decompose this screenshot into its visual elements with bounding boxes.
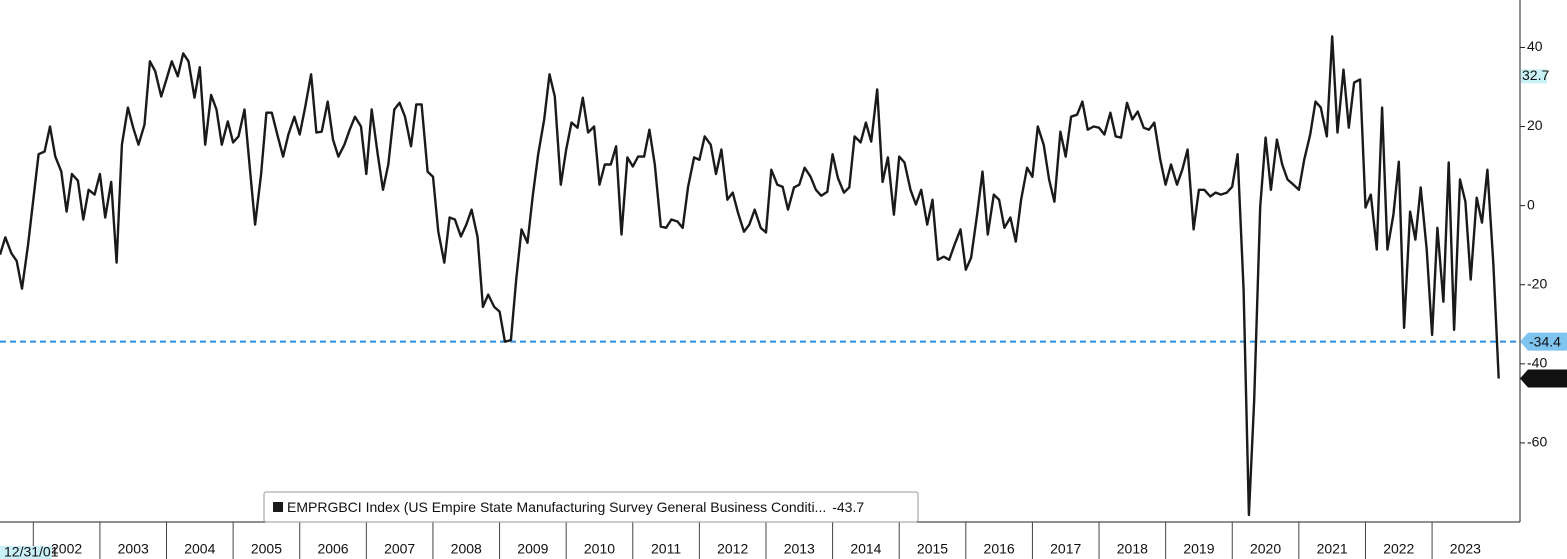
legend-value: -43.7 — [832, 499, 864, 515]
y-tick-label: -40 — [1527, 355, 1547, 371]
x-tick-label: 2002 — [51, 541, 82, 557]
x-tick-label: 2006 — [317, 541, 348, 557]
x-tick-label: 2023 — [1450, 541, 1481, 557]
y-tick-label: 20 — [1527, 117, 1543, 133]
legend: EMPRGBCI Index (US Empire State Manufact… — [263, 491, 919, 523]
start-date-label: 12/31/01 — [4, 544, 59, 559]
x-tick-label: 2016 — [984, 541, 1015, 557]
legend-box — [263, 491, 919, 523]
legend-name: EMPRGBCI Index (US Empire State Manufact… — [287, 499, 826, 515]
y-tick-label: 0 — [1527, 196, 1535, 212]
x-tick-label: 2021 — [1317, 541, 1348, 557]
legend-text: EMPRGBCI Index (US Empire State Manufact… — [287, 499, 864, 515]
highlight-bg — [1521, 69, 1547, 84]
x-tick-label: 2020 — [1250, 541, 1281, 557]
start-date-bg — [0, 546, 52, 559]
x-tick-label: 2013 — [784, 541, 815, 557]
data-line — [0, 35, 1500, 517]
x-tick-label: 2008 — [451, 541, 482, 557]
x-tick-label: 2019 — [1183, 541, 1214, 557]
x-tick-label: 2014 — [850, 541, 881, 557]
x-tick-label: 2022 — [1383, 541, 1414, 557]
x-tick-label: 2005 — [251, 541, 282, 557]
reference-tag: -34.4 — [1529, 333, 1561, 349]
x-tick-label: 2015 — [917, 541, 948, 557]
highlight-label: 32.7 — [1522, 67, 1549, 83]
x-tick-label: 2009 — [517, 541, 548, 557]
x-tick-label: 2011 — [651, 541, 681, 557]
y-tick-label: 40 — [1527, 38, 1543, 54]
x-tick-label: 2018 — [1117, 541, 1148, 557]
x-tick-label: 2007 — [384, 541, 415, 557]
x-tick-label: 2004 — [184, 541, 215, 557]
x-tick-label: 2010 — [584, 541, 615, 557]
x-tick-label: 2003 — [118, 541, 149, 557]
legend-swatch — [273, 502, 283, 512]
reference-tag-bg — [1520, 332, 1567, 351]
y-tick-label: -60 — [1527, 434, 1547, 450]
y-tick-label: -20 — [1527, 275, 1547, 291]
x-tick-label: 2012 — [717, 541, 748, 557]
x-tick-label: 2017 — [1050, 541, 1081, 557]
last-value-tag-bg — [1520, 369, 1567, 388]
last-value-tag: -43.7 — [1529, 370, 1561, 386]
